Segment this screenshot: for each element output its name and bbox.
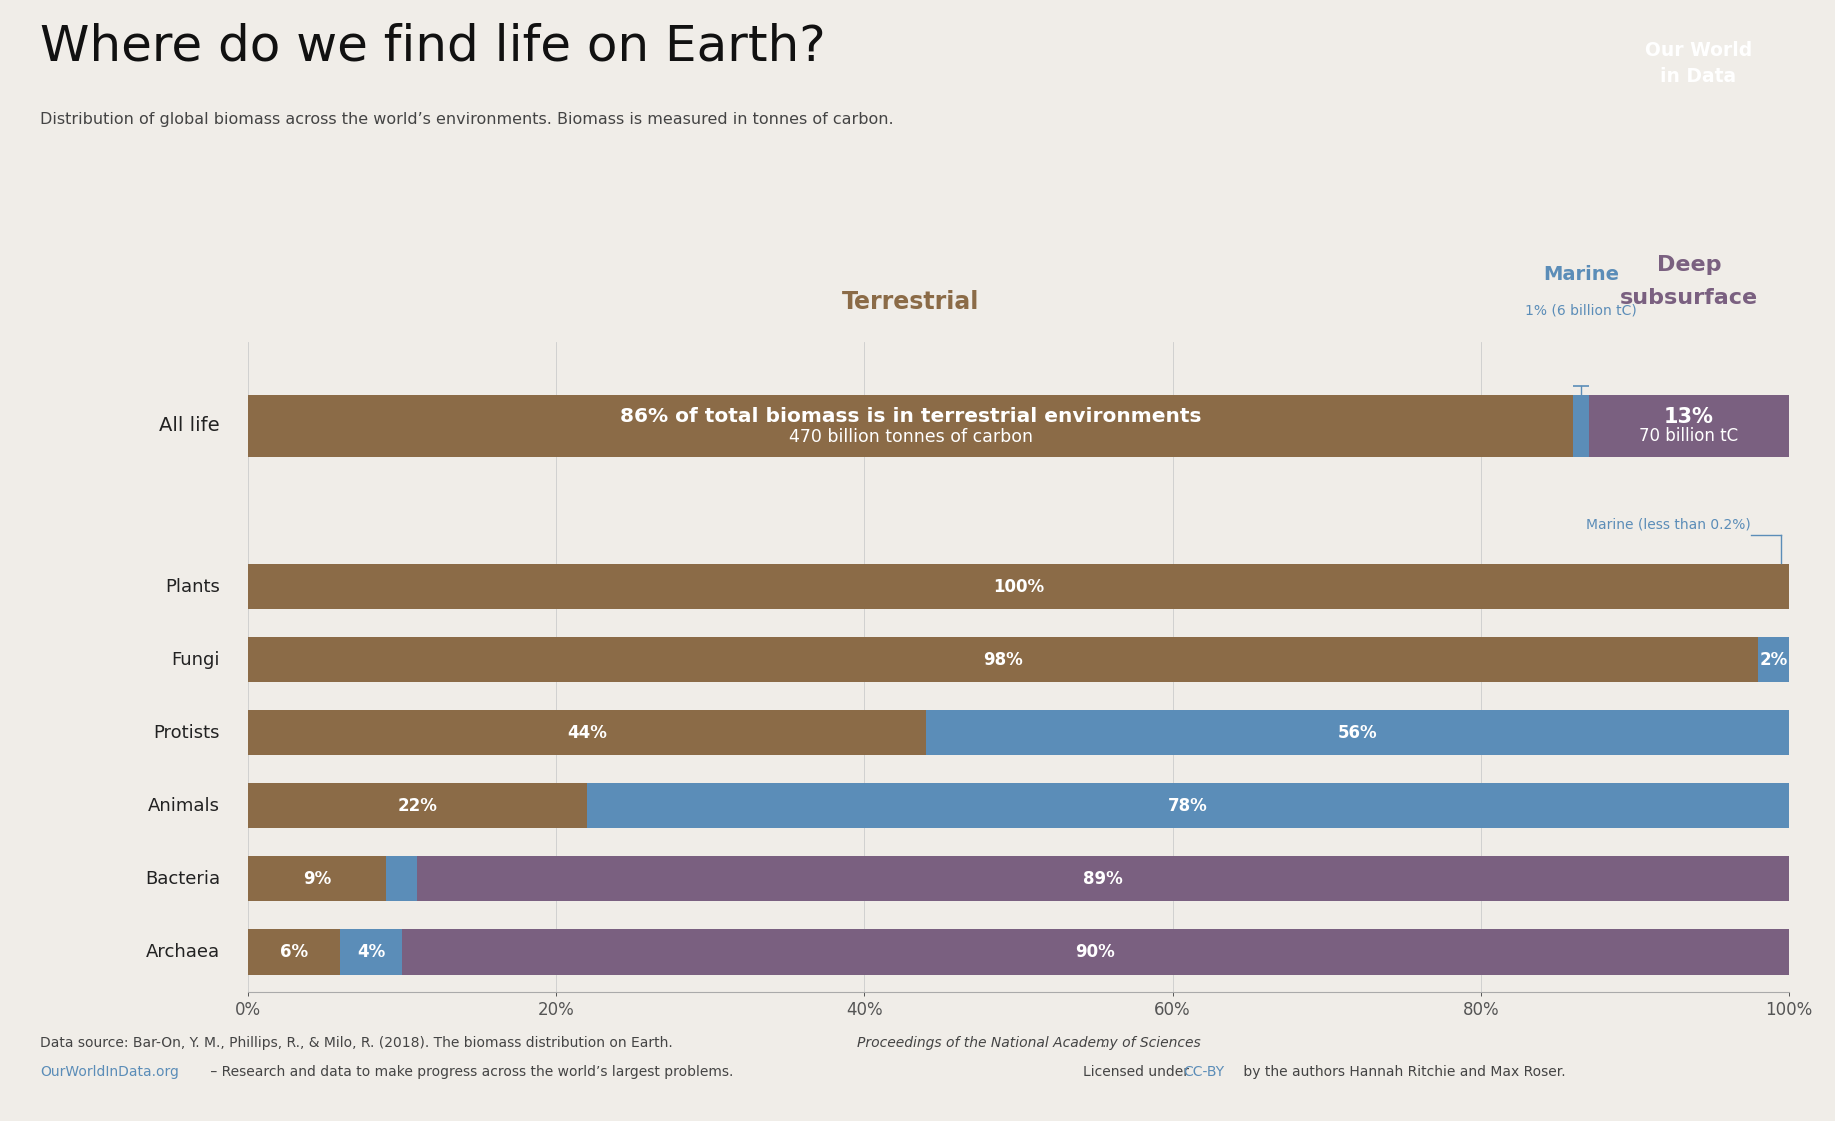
Bar	[339, 929, 402, 974]
Text: Protists: Protists	[154, 724, 220, 742]
Bar	[1573, 395, 1589, 457]
Bar	[587, 784, 1789, 828]
Text: – Research and data to make progress across the world’s largest problems.: – Research and data to make progress acr…	[206, 1065, 732, 1078]
Text: Bacteria: Bacteria	[145, 870, 220, 888]
Text: 6%: 6%	[281, 943, 308, 961]
Bar	[927, 710, 1789, 756]
Text: Where do we find life on Earth?: Where do we find life on Earth?	[40, 22, 826, 71]
Text: Licensed under: Licensed under	[1083, 1065, 1193, 1078]
Text: 13%: 13%	[1664, 407, 1714, 427]
Text: 4%: 4%	[358, 943, 385, 961]
Text: Terrestrial: Terrestrial	[842, 290, 980, 314]
Bar	[402, 929, 1789, 974]
Text: 470 billion tonnes of carbon: 470 billion tonnes of carbon	[789, 428, 1033, 446]
Text: CC-BY: CC-BY	[1184, 1065, 1224, 1078]
Text: 2%: 2%	[1760, 650, 1787, 669]
Text: Deep: Deep	[1657, 254, 1721, 275]
Text: Animals: Animals	[149, 797, 220, 815]
Text: subsurface: subsurface	[1620, 288, 1758, 308]
Text: .: .	[1101, 1036, 1105, 1049]
Text: 9%: 9%	[303, 870, 330, 888]
Text: 44%: 44%	[567, 724, 607, 742]
Text: 100%: 100%	[993, 577, 1044, 595]
Text: Plants: Plants	[165, 577, 220, 595]
Text: Marine: Marine	[1543, 265, 1618, 284]
Text: 78%: 78%	[1169, 797, 1207, 815]
Bar	[1758, 637, 1789, 683]
Bar	[387, 856, 417, 901]
Text: 86% of total biomass is in terrestrial environments: 86% of total biomass is in terrestrial e…	[620, 407, 1202, 426]
Bar	[1589, 395, 1789, 457]
Bar	[248, 784, 587, 828]
Text: Proceedings of the National Academy of Sciences: Proceedings of the National Academy of S…	[857, 1036, 1200, 1049]
Bar	[417, 856, 1789, 901]
Bar	[248, 710, 927, 756]
Text: Data source: Bar-On, Y. M., Phillips, R., & Milo, R. (2018). The biomass distrib: Data source: Bar-On, Y. M., Phillips, R.…	[40, 1036, 677, 1049]
Bar	[248, 564, 1789, 610]
Text: 70 billion tC: 70 billion tC	[1639, 427, 1738, 445]
Text: 90%: 90%	[1075, 943, 1116, 961]
Text: 98%: 98%	[984, 650, 1022, 669]
Text: All life: All life	[160, 416, 220, 435]
Text: 22%: 22%	[398, 797, 437, 815]
Text: by the authors Hannah Ritchie and Max Roser.: by the authors Hannah Ritchie and Max Ro…	[1239, 1065, 1565, 1078]
Text: 1% (6 billion tC): 1% (6 billion tC)	[1525, 304, 1637, 317]
Text: Archaea: Archaea	[145, 943, 220, 961]
Bar	[248, 929, 339, 974]
Text: Distribution of global biomass across the world’s environments. Biomass is measu: Distribution of global biomass across th…	[40, 112, 894, 127]
Text: Our World
in Data: Our World in Data	[1644, 40, 1752, 86]
Text: OurWorldInData.org: OurWorldInData.org	[40, 1065, 180, 1078]
Bar	[248, 395, 1573, 457]
Bar	[248, 637, 1758, 683]
Text: 89%: 89%	[1083, 870, 1123, 888]
Bar	[248, 856, 387, 901]
Text: Fungi: Fungi	[171, 650, 220, 669]
Text: 56%: 56%	[1338, 724, 1378, 742]
Text: Marine (less than 0.2%): Marine (less than 0.2%)	[1585, 517, 1751, 531]
